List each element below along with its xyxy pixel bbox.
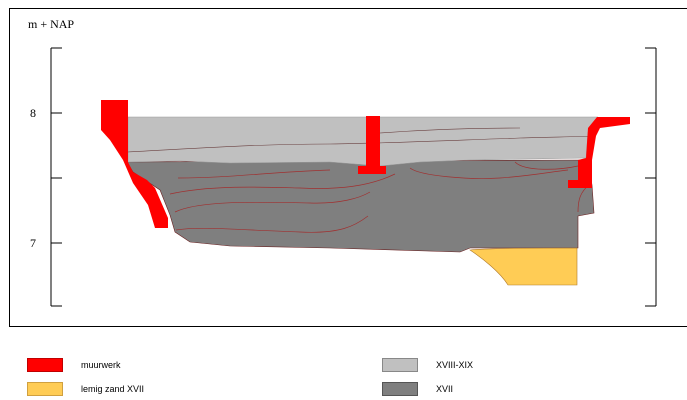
legend-item-xviii-xix: XVIII-XIX <box>382 358 473 372</box>
layer-lemig-zand <box>469 247 578 286</box>
muurwerk-walls <box>101 100 630 228</box>
legend-swatch-xviii-xix <box>382 358 418 372</box>
right-scale-bar <box>645 47 657 307</box>
tick-label-7: 7 <box>30 236 36 250</box>
wall-center <box>358 116 386 174</box>
legend-swatch-lemig-zand <box>27 382 63 396</box>
legend-item-xvii: XVII <box>382 382 453 396</box>
left-scale-bar <box>50 47 62 307</box>
layer-lines-upper <box>127 127 597 153</box>
wall-right <box>568 117 630 188</box>
layer-xviii-xix <box>127 116 599 167</box>
legend-label-xviii-xix: XVIII-XIX <box>436 360 474 370</box>
legend-item-lemig-zand: lemig zand XVII <box>27 382 144 396</box>
layer-xvii <box>126 159 595 253</box>
tick-label-8: 8 <box>30 106 36 120</box>
legend-item-muurwerk: muurwerk <box>27 358 121 372</box>
axis-unit-label: m + NAP <box>28 17 74 31</box>
wall-left <box>101 100 168 228</box>
legend-label-muurwerk: muurwerk <box>81 360 121 370</box>
legend-label-xvii: XVII <box>436 384 454 394</box>
layer-lines-lower <box>169 161 591 233</box>
legend-swatch-muurwerk <box>27 358 63 372</box>
legend-label-lemig-zand: lemig zand XVII <box>81 384 145 394</box>
legend-swatch-xvii <box>382 382 418 396</box>
